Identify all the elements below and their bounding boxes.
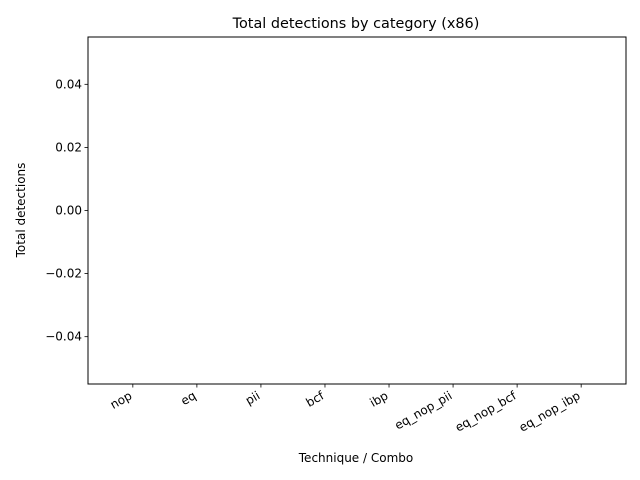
y-tick-label: 0.00: [55, 204, 82, 218]
y-tick-label: −0.02: [45, 267, 82, 281]
y-tick-label: −0.04: [45, 330, 82, 344]
x-tick-label: pii: [243, 388, 262, 407]
chart-title: Total detections by category (x86): [232, 16, 480, 32]
x-axis-label: Technique / Combo: [298, 451, 413, 465]
y-axis-label: Total detections: [14, 163, 28, 259]
x-tick-label: eq: [178, 388, 198, 408]
y-tick-label: 0.04: [55, 77, 82, 91]
y-tick-label: 0.02: [55, 140, 82, 154]
